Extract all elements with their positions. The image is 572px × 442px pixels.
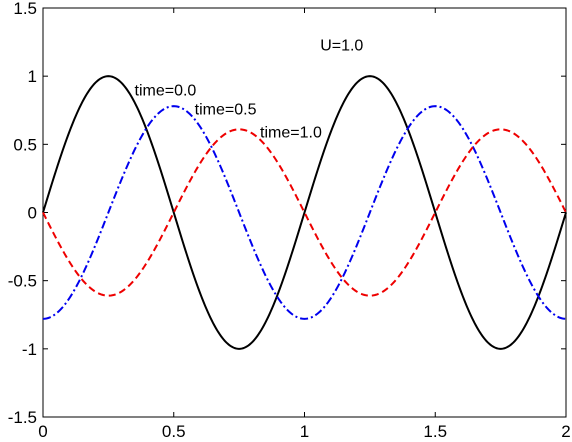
y-tick-label: -0.5 <box>8 272 37 291</box>
annotation-label: time=0.0 <box>135 82 197 99</box>
series-line-time-0-5 <box>42 105 567 320</box>
x-tick-label: 2 <box>561 422 570 441</box>
y-tick-label: 1.5 <box>13 0 37 18</box>
y-tick-label: 0.5 <box>13 135 37 154</box>
series-line-time-0-0 <box>42 75 567 350</box>
series-lines <box>42 75 567 350</box>
axis-ticks: 0 0.5 1 1.5 2 1.5 1 0.5 0 -0.5 -1 -1.5 <box>8 0 571 441</box>
y-tick-label: -1 <box>22 340 37 359</box>
y-tick-label: 1 <box>28 67 37 86</box>
annotation-label: time=0.5 <box>195 101 257 118</box>
y-tick-label: -1.5 <box>8 408 37 427</box>
x-tick-label: 1 <box>300 422 309 441</box>
x-tick-label: 1.5 <box>423 422 447 441</box>
x-tick-label: 0.5 <box>162 422 186 441</box>
annotation-label: time=1.0 <box>260 125 322 142</box>
series-line-time-1-0 <box>42 128 567 297</box>
y-tick-label: 0 <box>28 204 37 223</box>
x-tick-label: 0 <box>38 422 47 441</box>
annotation-label: U=1.0 <box>320 37 363 54</box>
